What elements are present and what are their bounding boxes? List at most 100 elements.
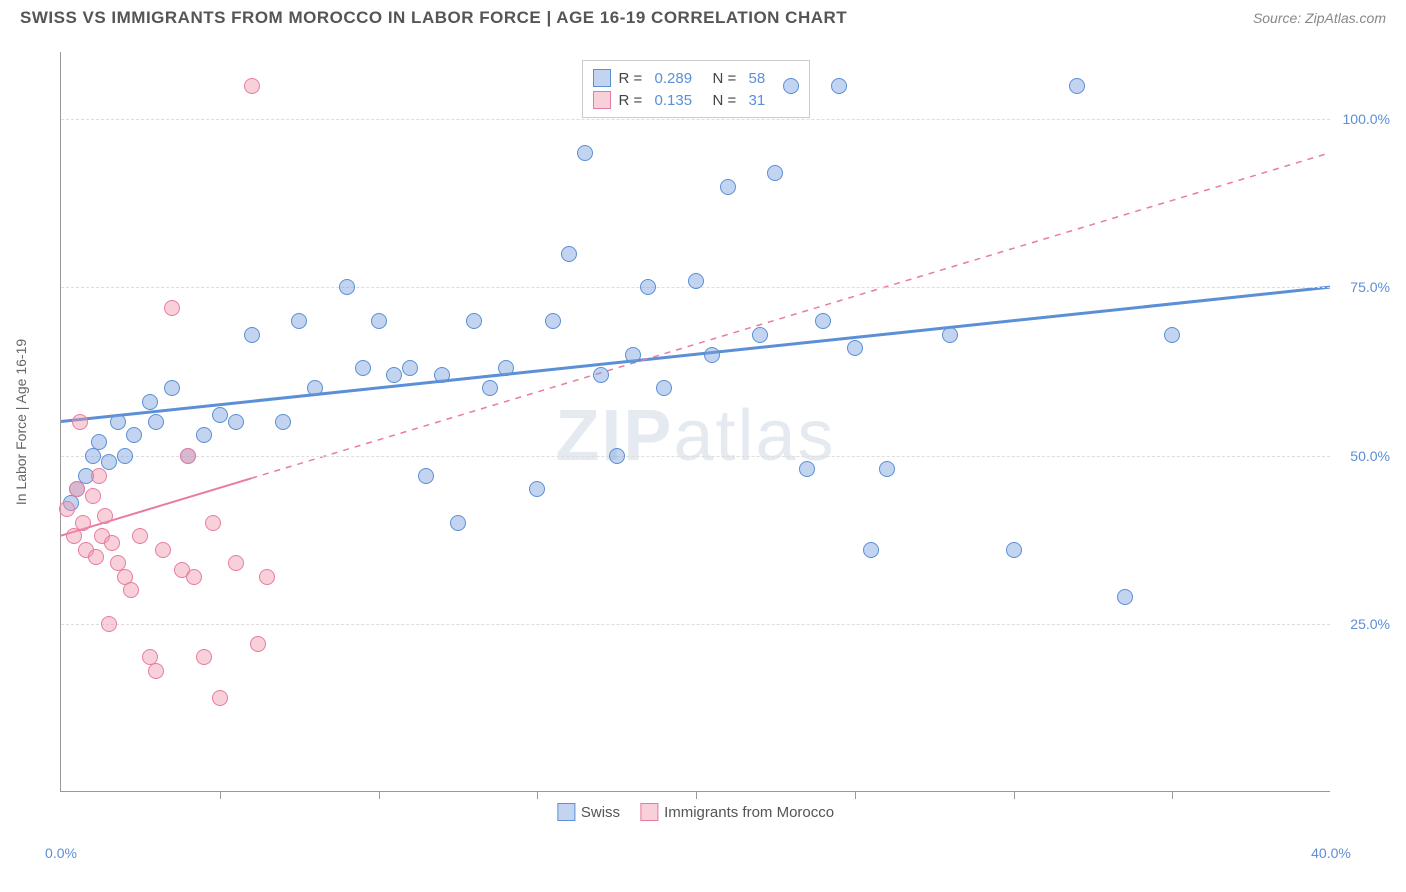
data-point bbox=[250, 636, 266, 652]
data-point bbox=[418, 468, 434, 484]
trend-line-solid bbox=[61, 287, 1330, 421]
data-point bbox=[577, 145, 593, 161]
data-point bbox=[307, 380, 323, 396]
data-point bbox=[117, 448, 133, 464]
x-tick bbox=[220, 791, 221, 799]
chart-title: SWISS VS IMMIGRANTS FROM MOROCCO IN LABO… bbox=[20, 8, 847, 28]
stat-r-value: 0.289 bbox=[655, 70, 705, 87]
series-legend: SwissImmigrants from Morocco bbox=[557, 803, 834, 821]
data-point bbox=[529, 481, 545, 497]
data-point bbox=[196, 649, 212, 665]
watermark-a: ZIP bbox=[555, 396, 673, 476]
x-tick bbox=[379, 791, 380, 799]
data-point bbox=[625, 347, 641, 363]
legend-item: Immigrants from Morocco bbox=[640, 803, 834, 821]
data-point bbox=[275, 414, 291, 430]
data-point bbox=[196, 427, 212, 443]
data-point bbox=[101, 616, 117, 632]
y-tick-label: 100.0% bbox=[1335, 111, 1390, 127]
x-tick-label: 40.0% bbox=[1311, 845, 1351, 861]
data-point bbox=[879, 461, 895, 477]
data-point bbox=[212, 690, 228, 706]
data-point bbox=[545, 313, 561, 329]
legend-swatch bbox=[557, 803, 575, 821]
data-point bbox=[1117, 589, 1133, 605]
data-point bbox=[720, 179, 736, 195]
data-point bbox=[815, 313, 831, 329]
data-point bbox=[482, 380, 498, 396]
legend-swatch bbox=[593, 69, 611, 87]
stat-r-value: 0.135 bbox=[655, 92, 705, 109]
x-tick-label: 0.0% bbox=[45, 845, 77, 861]
gridline bbox=[61, 624, 1330, 625]
stat-n-value: 31 bbox=[749, 92, 799, 109]
data-point bbox=[75, 515, 91, 531]
data-point bbox=[371, 313, 387, 329]
data-point bbox=[355, 360, 371, 376]
data-point bbox=[69, 481, 85, 497]
data-point bbox=[228, 414, 244, 430]
data-point bbox=[402, 360, 418, 376]
legend-swatch bbox=[593, 91, 611, 109]
data-point bbox=[942, 327, 958, 343]
x-tick bbox=[537, 791, 538, 799]
data-point bbox=[767, 165, 783, 181]
gridline bbox=[61, 119, 1330, 120]
legend-swatch bbox=[640, 803, 658, 821]
data-point bbox=[164, 380, 180, 396]
y-axis-label: In Labor Force | Age 16-19 bbox=[13, 338, 29, 504]
source-label: Source: ZipAtlas.com bbox=[1253, 10, 1386, 26]
data-point bbox=[91, 434, 107, 450]
stat-n-label: N = bbox=[713, 92, 741, 109]
data-point bbox=[609, 448, 625, 464]
data-point bbox=[244, 78, 260, 94]
data-point bbox=[799, 461, 815, 477]
data-point bbox=[688, 273, 704, 289]
data-point bbox=[752, 327, 768, 343]
data-point bbox=[498, 360, 514, 376]
watermark: ZIPatlas bbox=[555, 395, 835, 477]
data-point bbox=[72, 414, 88, 430]
data-point bbox=[434, 367, 450, 383]
data-point bbox=[142, 394, 158, 410]
stats-row: R =0.289N =58 bbox=[593, 67, 799, 89]
chart-area: In Labor Force | Age 16-19 ZIPatlas R =0… bbox=[60, 52, 1330, 792]
stats-row: R = 0.135 N = 31 bbox=[593, 89, 799, 111]
data-point bbox=[97, 508, 113, 524]
stat-n-label: N = bbox=[713, 70, 741, 87]
x-tick bbox=[696, 791, 697, 799]
data-point bbox=[259, 569, 275, 585]
y-tick-label: 50.0% bbox=[1335, 448, 1390, 464]
data-point bbox=[186, 569, 202, 585]
data-point bbox=[450, 515, 466, 531]
stat-r-label: R = bbox=[619, 70, 647, 87]
data-point bbox=[291, 313, 307, 329]
data-point bbox=[148, 414, 164, 430]
data-point bbox=[228, 555, 244, 571]
data-point bbox=[59, 501, 75, 517]
x-tick bbox=[855, 791, 856, 799]
data-point bbox=[1164, 327, 1180, 343]
x-tick bbox=[1172, 791, 1173, 799]
data-point bbox=[466, 313, 482, 329]
data-point bbox=[155, 542, 171, 558]
data-point bbox=[783, 78, 799, 94]
data-point bbox=[640, 279, 656, 295]
data-point bbox=[704, 347, 720, 363]
y-tick-label: 75.0% bbox=[1335, 279, 1390, 295]
x-tick bbox=[1014, 791, 1015, 799]
data-point bbox=[831, 78, 847, 94]
data-point bbox=[180, 448, 196, 464]
stats-legend: R =0.289N =58R =0.135N =31 bbox=[582, 60, 810, 118]
trend-lines bbox=[61, 52, 1330, 791]
data-point bbox=[66, 528, 82, 544]
data-point bbox=[88, 549, 104, 565]
stat-r-label: R = bbox=[619, 92, 647, 109]
data-point bbox=[91, 468, 107, 484]
data-point bbox=[132, 528, 148, 544]
data-point bbox=[593, 367, 609, 383]
data-point bbox=[863, 542, 879, 558]
data-point bbox=[1069, 78, 1085, 94]
y-tick-label: 25.0% bbox=[1335, 616, 1390, 632]
data-point bbox=[386, 367, 402, 383]
